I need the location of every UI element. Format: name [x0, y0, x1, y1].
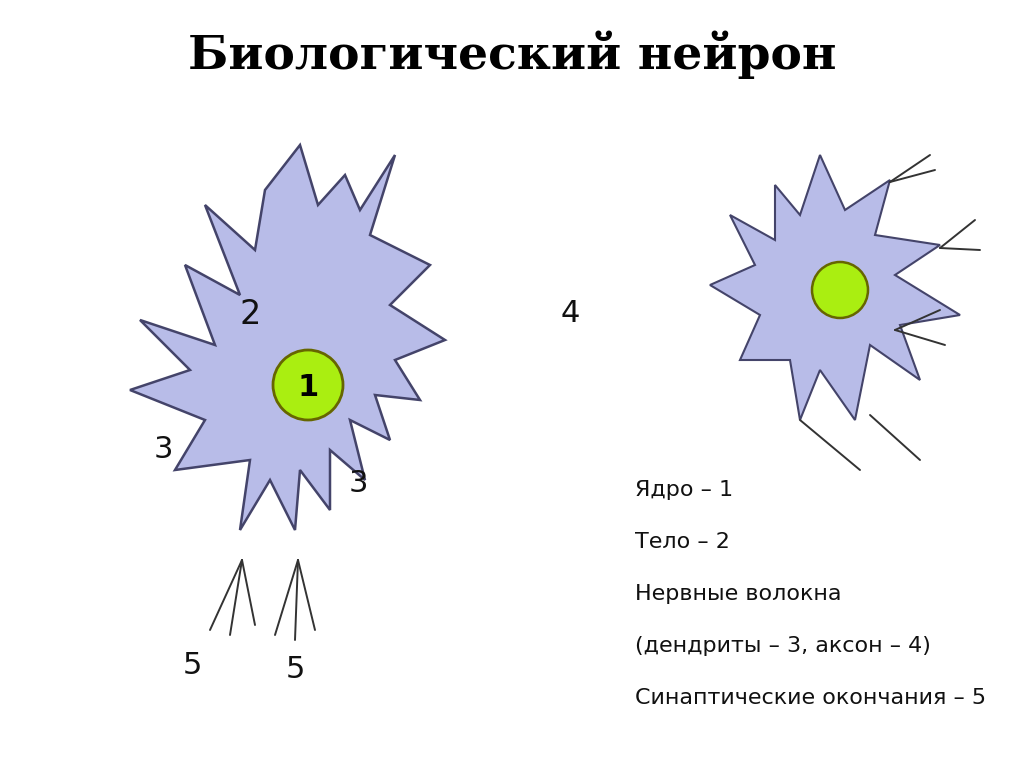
Text: 5: 5: [286, 656, 305, 684]
Polygon shape: [130, 145, 445, 530]
Text: Ядро – 1: Ядро – 1: [635, 480, 733, 500]
Text: 5: 5: [182, 650, 202, 680]
Circle shape: [273, 350, 343, 420]
Text: 3: 3: [154, 436, 173, 465]
Text: 1: 1: [297, 374, 318, 403]
Text: 2: 2: [240, 298, 261, 331]
Polygon shape: [710, 155, 961, 420]
Text: Биологический нейрон: Биологический нейрон: [187, 31, 837, 79]
Circle shape: [812, 262, 868, 318]
Text: Тело – 2: Тело – 2: [635, 532, 730, 552]
Text: 4: 4: [560, 299, 580, 328]
Text: 3: 3: [348, 469, 368, 498]
Text: Нервные волокна: Нервные волокна: [635, 584, 842, 604]
Text: (дендриты – 3, аксон – 4): (дендриты – 3, аксон – 4): [635, 636, 931, 656]
Text: Синаптические окончания – 5: Синаптические окончания – 5: [635, 688, 986, 708]
